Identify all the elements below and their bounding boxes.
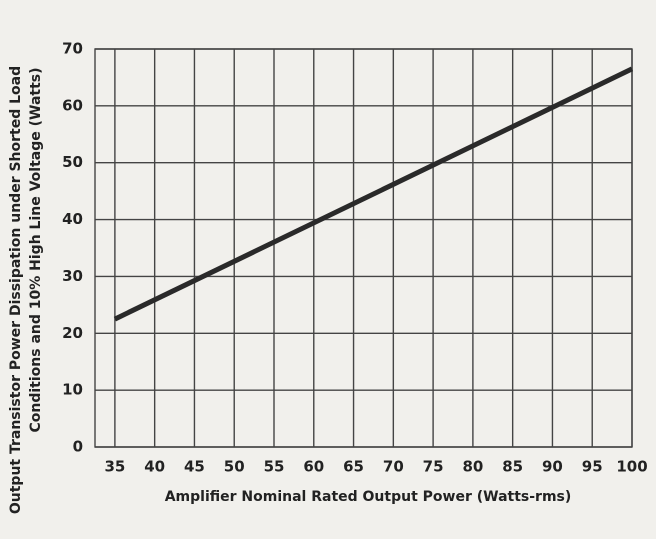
- y-tick-label: 40: [62, 210, 83, 228]
- y-tick-label: 70: [62, 40, 83, 58]
- x-tick-label: 75: [423, 458, 444, 476]
- x-tick-label: 50: [224, 458, 245, 476]
- data-line: [113, 66, 634, 322]
- x-tick-label: 40: [144, 458, 165, 476]
- y-axis-label: Conditions and 10% High Line Voltage (Wa…: [28, 67, 44, 432]
- x-tick-label: 95: [582, 458, 603, 476]
- x-tick-label: 35: [104, 458, 125, 476]
- y-tick-label: 0: [73, 438, 83, 456]
- y-axis-label: Output Transistor Power Dissipation unde…: [8, 66, 24, 514]
- y-tick-label: 60: [62, 96, 83, 114]
- x-tick-label: 45: [184, 458, 205, 476]
- x-tick-label: 100: [616, 458, 647, 476]
- y-tick-label: 10: [62, 381, 83, 399]
- x-tick-label: 60: [303, 458, 324, 476]
- x-tick-label: 65: [343, 458, 364, 476]
- x-tick-label: 90: [542, 458, 563, 476]
- y-tick-label: 20: [62, 324, 83, 342]
- x-tick-label: 85: [502, 458, 523, 476]
- x-tick-label: 70: [383, 458, 404, 476]
- y-tick-label: 30: [62, 267, 83, 285]
- y-tick-label: 50: [62, 153, 83, 171]
- x-tick-label: 80: [462, 458, 483, 476]
- x-tick-label: 55: [264, 458, 285, 476]
- x-axis-label: Amplifier Nominal Rated Output Power (Wa…: [165, 489, 572, 505]
